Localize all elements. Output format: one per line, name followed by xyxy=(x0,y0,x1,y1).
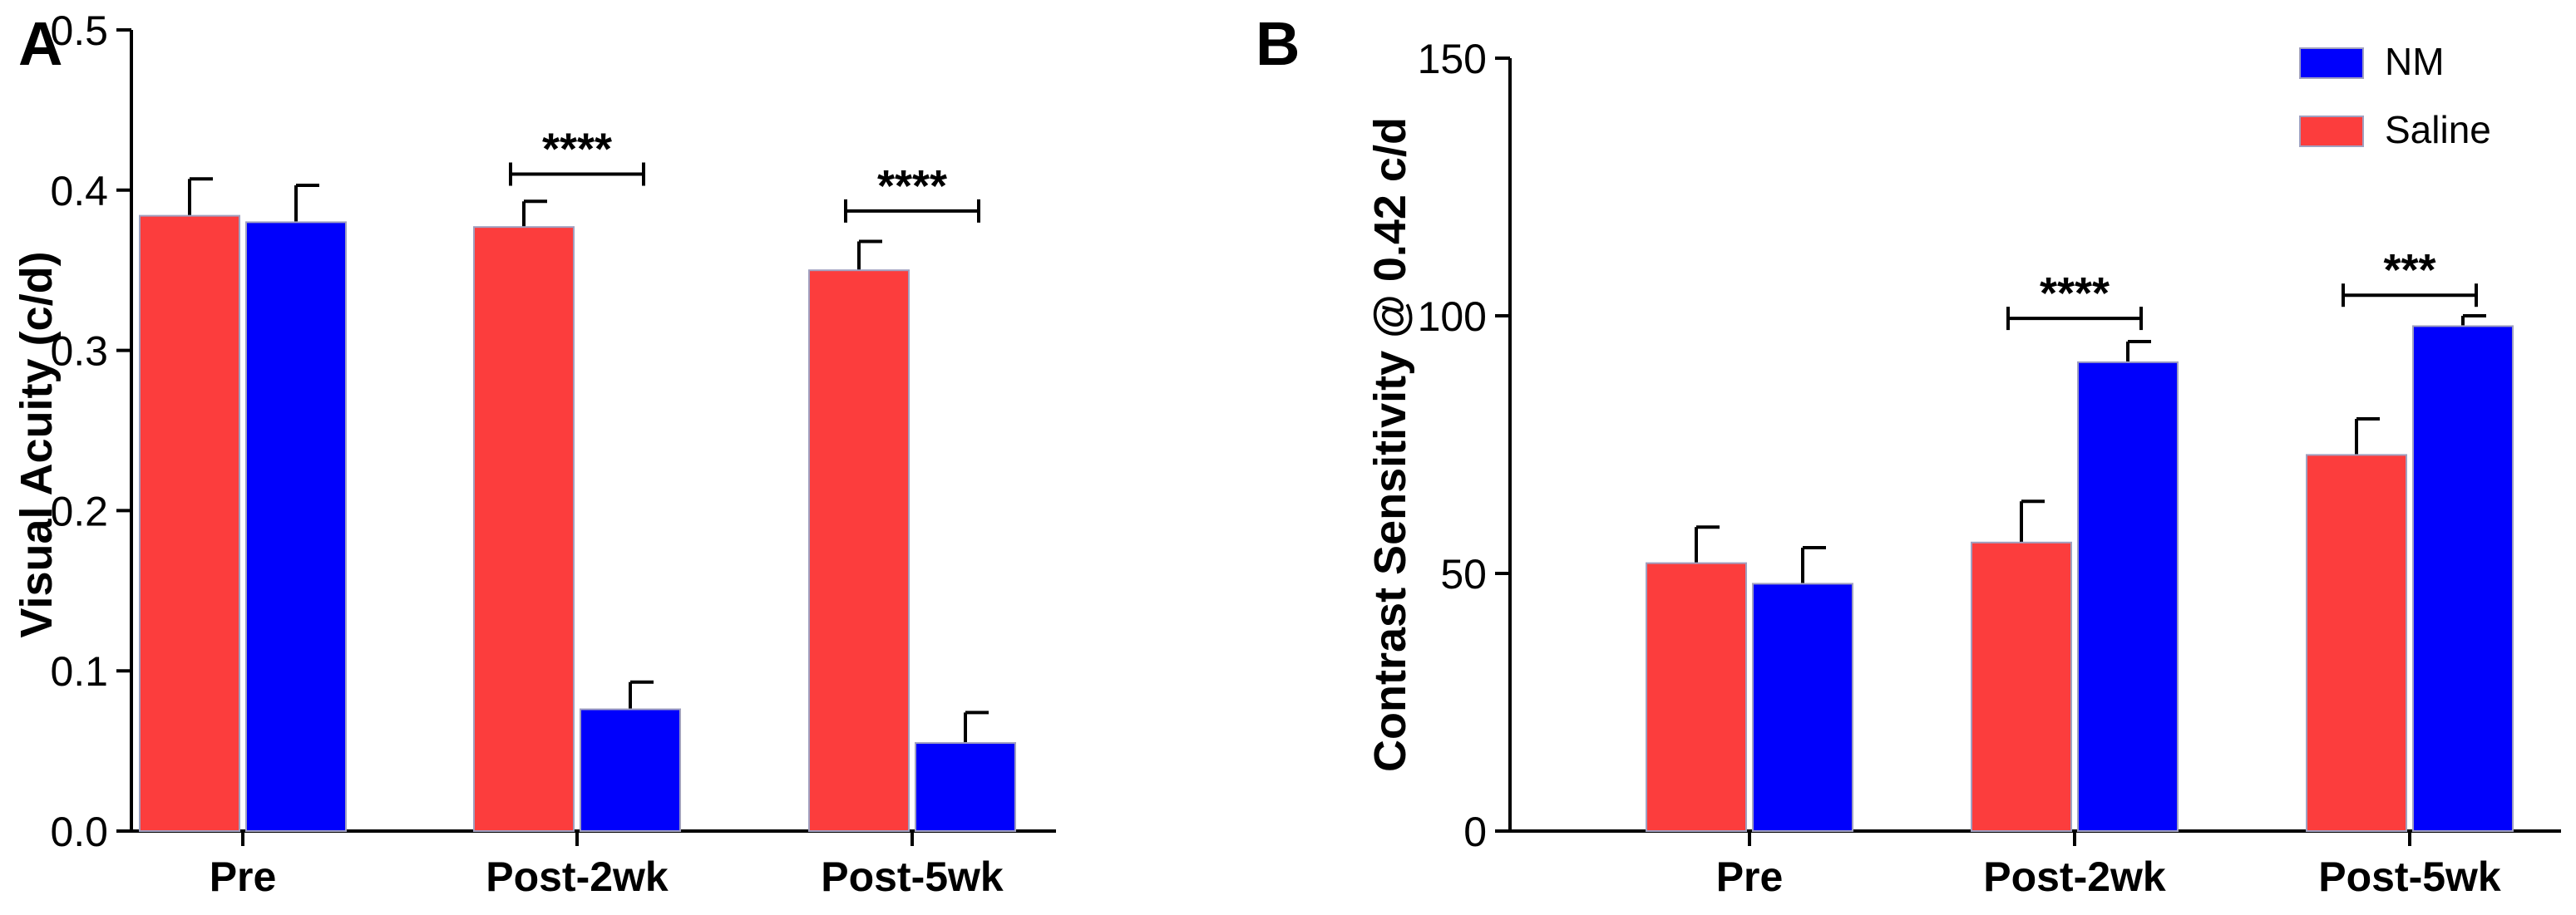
sig-label-post-5wk: *** xyxy=(2383,245,2435,295)
x-tick-label-post-2wk: Post-2wk xyxy=(486,854,669,900)
bar-saline-post-5wk xyxy=(808,269,910,832)
x-tick-label-post-5wk: Post-5wk xyxy=(2318,854,2501,900)
y-tick-label-0-5: 0.5 xyxy=(50,7,108,54)
bar-nm-pre xyxy=(245,221,347,832)
sig-label-post-5wk: **** xyxy=(877,161,947,211)
panel-a-label: A xyxy=(18,9,62,78)
legend-swatch-nm xyxy=(2299,47,2364,79)
x-tick-label-post-2wk: Post-2wk xyxy=(1983,854,2166,900)
y-tick-label-0-2: 0.2 xyxy=(50,488,108,534)
y-tick-label-0-1: 0.1 xyxy=(50,648,108,695)
y-tick-label-0-4: 0.4 xyxy=(50,168,108,214)
x-tick-label-post-5wk: Post-5wk xyxy=(821,854,1004,900)
y-tick-label-0-3: 0.3 xyxy=(50,328,108,375)
x-tick-label-pre: Pre xyxy=(210,854,277,900)
bar-nm-post-2wk xyxy=(2077,361,2179,832)
bar-saline-pre xyxy=(1646,562,1747,832)
panel-b-contrast-sensitivity: B Contrast Sensitivity @ 0.42 c/d 0 50 100… xyxy=(1256,9,2561,900)
legend-label-saline: Saline xyxy=(2385,108,2491,151)
bar-saline-post-5wk xyxy=(2306,454,2407,833)
bar-saline-post-2wk xyxy=(473,226,575,833)
y-tick-label-150: 150 xyxy=(1418,36,1487,82)
y-tick-label-0-0: 0.0 xyxy=(50,809,108,855)
bar-nm-pre xyxy=(1752,583,1853,833)
y-tick-label-100: 100 xyxy=(1418,293,1487,340)
sig-label-post-2wk: **** xyxy=(2040,268,2110,318)
panel-b-label: B xyxy=(1256,9,1300,78)
bar-nm-post-2wk xyxy=(580,708,681,832)
y-tick-label-50: 50 xyxy=(1440,551,1487,598)
panel-a-plot: 0.0 0.1 0.2 0.3 0.4 0.5 Pre Post-2wk Post-5wk ***… xyxy=(50,7,1056,900)
sig-label-post-2wk: **** xyxy=(542,125,612,175)
panel-a-y-axis-title: Visual Acuity (c/d) xyxy=(12,251,62,637)
bar-saline-pre xyxy=(139,214,240,832)
panel-b-y-axis-title: Contrast Sensitivity @ 0.42 c/d xyxy=(1365,117,1415,772)
bar-nm-post-5wk xyxy=(915,741,1016,833)
panel-b-legend: NM Saline xyxy=(2299,40,2491,151)
legend-swatch-saline xyxy=(2299,116,2364,147)
panel-a-visual-acuity: A Visual Acuity (c/d) 0.0 0.1 0.2 0.3 0.4 0.5… xyxy=(12,7,1056,900)
x-tick-label-pre: Pre xyxy=(1716,854,1784,900)
y-tick-label-0: 0 xyxy=(1463,809,1487,855)
bar-saline-post-2wk xyxy=(1971,541,2072,832)
legend-label-nm: NM xyxy=(2385,40,2445,83)
bar-nm-post-5wk xyxy=(2412,325,2514,832)
